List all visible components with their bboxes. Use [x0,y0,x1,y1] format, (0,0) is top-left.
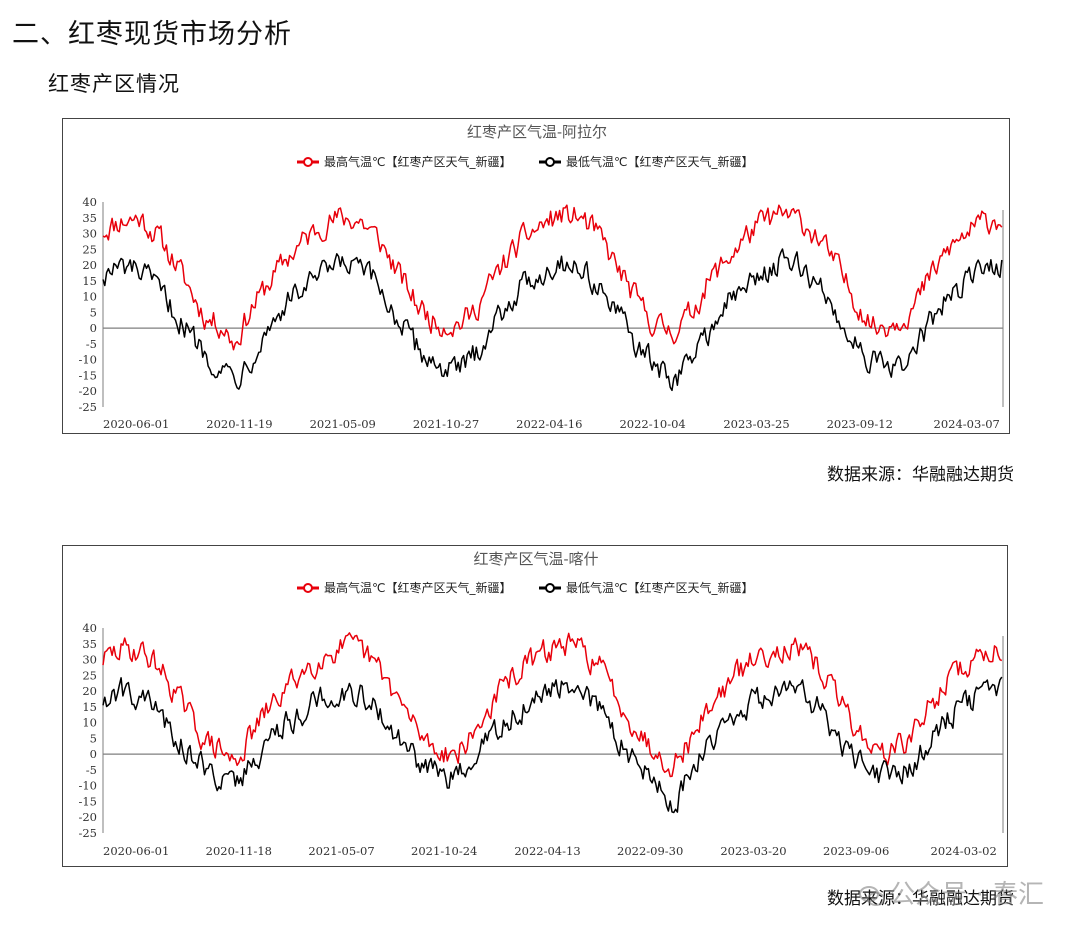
y-tick-label: 20 [82,258,97,272]
x-tick-label: 2021-10-24 [411,844,477,858]
sub-title: 红枣产区情况 [48,72,180,96]
y-tick-label: 25 [82,242,97,256]
legend-entry: 最高气温℃【红枣产区天气_新疆】 [324,154,511,169]
x-tick-label: 2024-03-07 [934,417,1000,431]
x-tick-label: 2022-04-16 [516,417,582,431]
y-tick-label: -25 [78,400,97,414]
chart-aral: 红枣产区气温-阿拉尔最高气温℃【红枣产区天气_新疆】 最低气温℃【红枣产区天气_新… [62,118,1010,434]
x-tick-label: 2020-11-18 [206,844,272,858]
x-tick-label: 2020-11-19 [206,417,272,431]
y-tick-label: 30 [82,227,97,241]
x-tick-label: 2021-10-27 [413,417,479,431]
legend-entry: 最低气温℃【红枣产区天气_新疆】 [566,580,753,595]
y-tick-label: -10 [78,353,97,367]
x-tick-label: 2023-03-20 [720,844,786,858]
x-tick-label: 2022-04-13 [514,844,580,858]
x-tick-label: 2023-03-25 [723,417,789,431]
x-tick-label: 2022-10-04 [619,417,685,431]
y-tick-label: -5 [86,337,97,351]
y-tick-label: 40 [82,195,97,209]
y-tick-label: 10 [82,716,97,730]
y-tick-label: -20 [78,384,97,398]
watermark: 公众号 · 春汇 [859,874,1044,911]
wechat-icon [859,885,886,906]
y-tick-label: 35 [82,211,97,225]
chart-kashgar: 红枣产区气温-喀什最高气温℃【红枣产区天气_新疆】 最低气温℃【红枣产区天气_新疆… [62,545,1008,867]
y-tick-label: 25 [82,668,97,682]
y-tick-label: 15 [82,274,97,288]
x-tick-label: 2021-05-07 [308,844,374,858]
y-tick-label: 0 [90,747,97,761]
legend-entry: 最高气温℃【红枣产区天气_新疆】 [324,580,511,595]
x-tick-label: 2020-06-01 [103,417,169,431]
y-tick-label: 5 [90,305,97,319]
legend-marker [545,583,555,593]
y-tick-label: 40 [82,621,97,635]
series-line-min-temp [102,676,1003,814]
x-tick-label: 2021-05-09 [310,417,376,431]
y-tick-label: -25 [78,826,97,840]
x-tick-label: 2023-09-12 [827,417,893,431]
chart-title: 红枣产区气温-喀什 [473,550,598,568]
y-tick-label: 15 [82,700,97,714]
legend-marker [545,157,555,167]
legend-marker [303,157,313,167]
legend-entry: 最低气温℃【红枣产区天气_新疆】 [566,154,753,169]
y-tick-label: -10 [78,779,97,793]
data-source-label: 数据来源：华融融达期货 [827,465,1014,485]
y-tick-label: 5 [90,731,97,745]
legend-marker [303,583,313,593]
y-tick-label: -15 [78,794,97,808]
y-tick-label: 0 [90,321,97,335]
section-title: 二、红枣现货市场分析 [12,19,292,50]
y-tick-label: 10 [82,290,97,304]
series-line-max-temp [102,204,1003,351]
watermark-text: 公众号 · 春汇 [889,880,1044,910]
series-line-max-temp [102,632,1003,778]
x-tick-label: 2020-06-01 [103,844,169,858]
y-tick-label: 30 [82,653,97,667]
chart-title: 红枣产区气温-阿拉尔 [467,123,607,141]
x-tick-label: 2024-03-02 [931,844,997,858]
y-tick-label: -20 [78,810,97,824]
x-tick-label: 2023-09-06 [823,844,889,858]
y-tick-label: -5 [86,763,97,777]
x-tick-label: 2022-09-30 [617,844,683,858]
y-tick-label: 35 [82,637,97,651]
y-tick-label: -15 [78,368,97,382]
y-tick-label: 20 [82,684,97,698]
series-line-min-temp [102,248,1003,392]
